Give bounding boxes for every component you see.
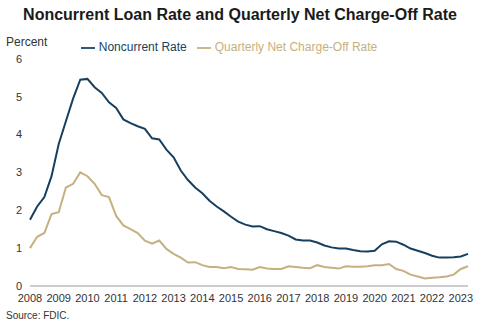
svg-text:0: 0: [16, 280, 22, 292]
svg-text:2011: 2011: [104, 292, 128, 304]
svg-text:2015: 2015: [219, 292, 243, 304]
svg-text:2020: 2020: [362, 292, 386, 304]
svg-text:2018: 2018: [305, 292, 329, 304]
svg-text:2021: 2021: [391, 292, 415, 304]
svg-text:2023: 2023: [449, 292, 472, 304]
svg-text:4: 4: [16, 128, 22, 140]
svg-text:2014: 2014: [190, 292, 214, 304]
svg-text:2019: 2019: [334, 292, 358, 304]
svg-text:3: 3: [16, 166, 22, 178]
svg-text:2012: 2012: [133, 292, 157, 304]
html-text:Noncurrent Loan Rate and Quart: Noncurrent Loan Rate and Quarterly Net C…: [23, 6, 457, 23]
html-text:Source: FDIC.: Source: FDIC.: [6, 310, 70, 321]
svg-text:1: 1: [16, 242, 22, 254]
svg-text:2016: 2016: [248, 292, 272, 304]
html-text:Noncurrent Rate: Noncurrent Rate: [98, 40, 187, 54]
svg-text:2009: 2009: [46, 292, 70, 304]
html-text:Quarterly Net Charge-Off Rate: Quarterly Net Charge-Off Rate: [214, 40, 378, 54]
svg-text:2013: 2013: [161, 292, 185, 304]
html-text:Percent: Percent: [6, 35, 48, 49]
svg-text:2008: 2008: [18, 292, 42, 304]
svg-text:2: 2: [16, 204, 22, 216]
svg-text:6: 6: [16, 53, 22, 65]
svg-text:2022: 2022: [420, 292, 444, 304]
svg-text:2017: 2017: [276, 292, 300, 304]
svg-text:2010: 2010: [75, 292, 99, 304]
svg-text:5: 5: [16, 91, 22, 103]
